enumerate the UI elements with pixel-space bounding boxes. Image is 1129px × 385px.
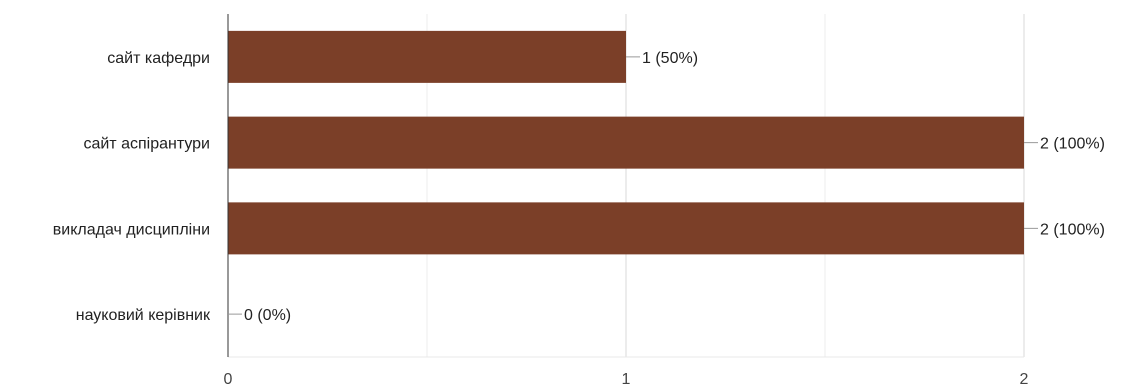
bar xyxy=(228,202,1024,255)
category-label: науковий керівник xyxy=(76,307,211,324)
category-label: викладач дисципліни xyxy=(53,221,210,238)
data-label: 0 (0%) xyxy=(244,307,291,324)
x-tick-label: 2 xyxy=(1020,371,1029,385)
bars xyxy=(228,30,1024,255)
x-tick-label: 1 xyxy=(622,371,631,385)
x-tick-label: 0 xyxy=(224,371,233,385)
category-label: сайт аспірантури xyxy=(83,136,210,153)
bar xyxy=(228,30,626,83)
x-tick-labels: 0 1 2 xyxy=(224,371,1029,385)
bar xyxy=(228,116,1024,169)
data-label: 2 (100%) xyxy=(1040,221,1105,238)
data-label: 1 (50%) xyxy=(642,50,698,67)
data-label: 2 (100%) xyxy=(1040,136,1105,153)
category-labels: сайт кафедри сайт аспірантури викладач дис… xyxy=(53,50,211,324)
category-label: сайт кафедри xyxy=(107,50,210,67)
data-labels: 1 (50%) 2 (100%) 2 (100%) 0 (0%) xyxy=(228,50,1105,324)
